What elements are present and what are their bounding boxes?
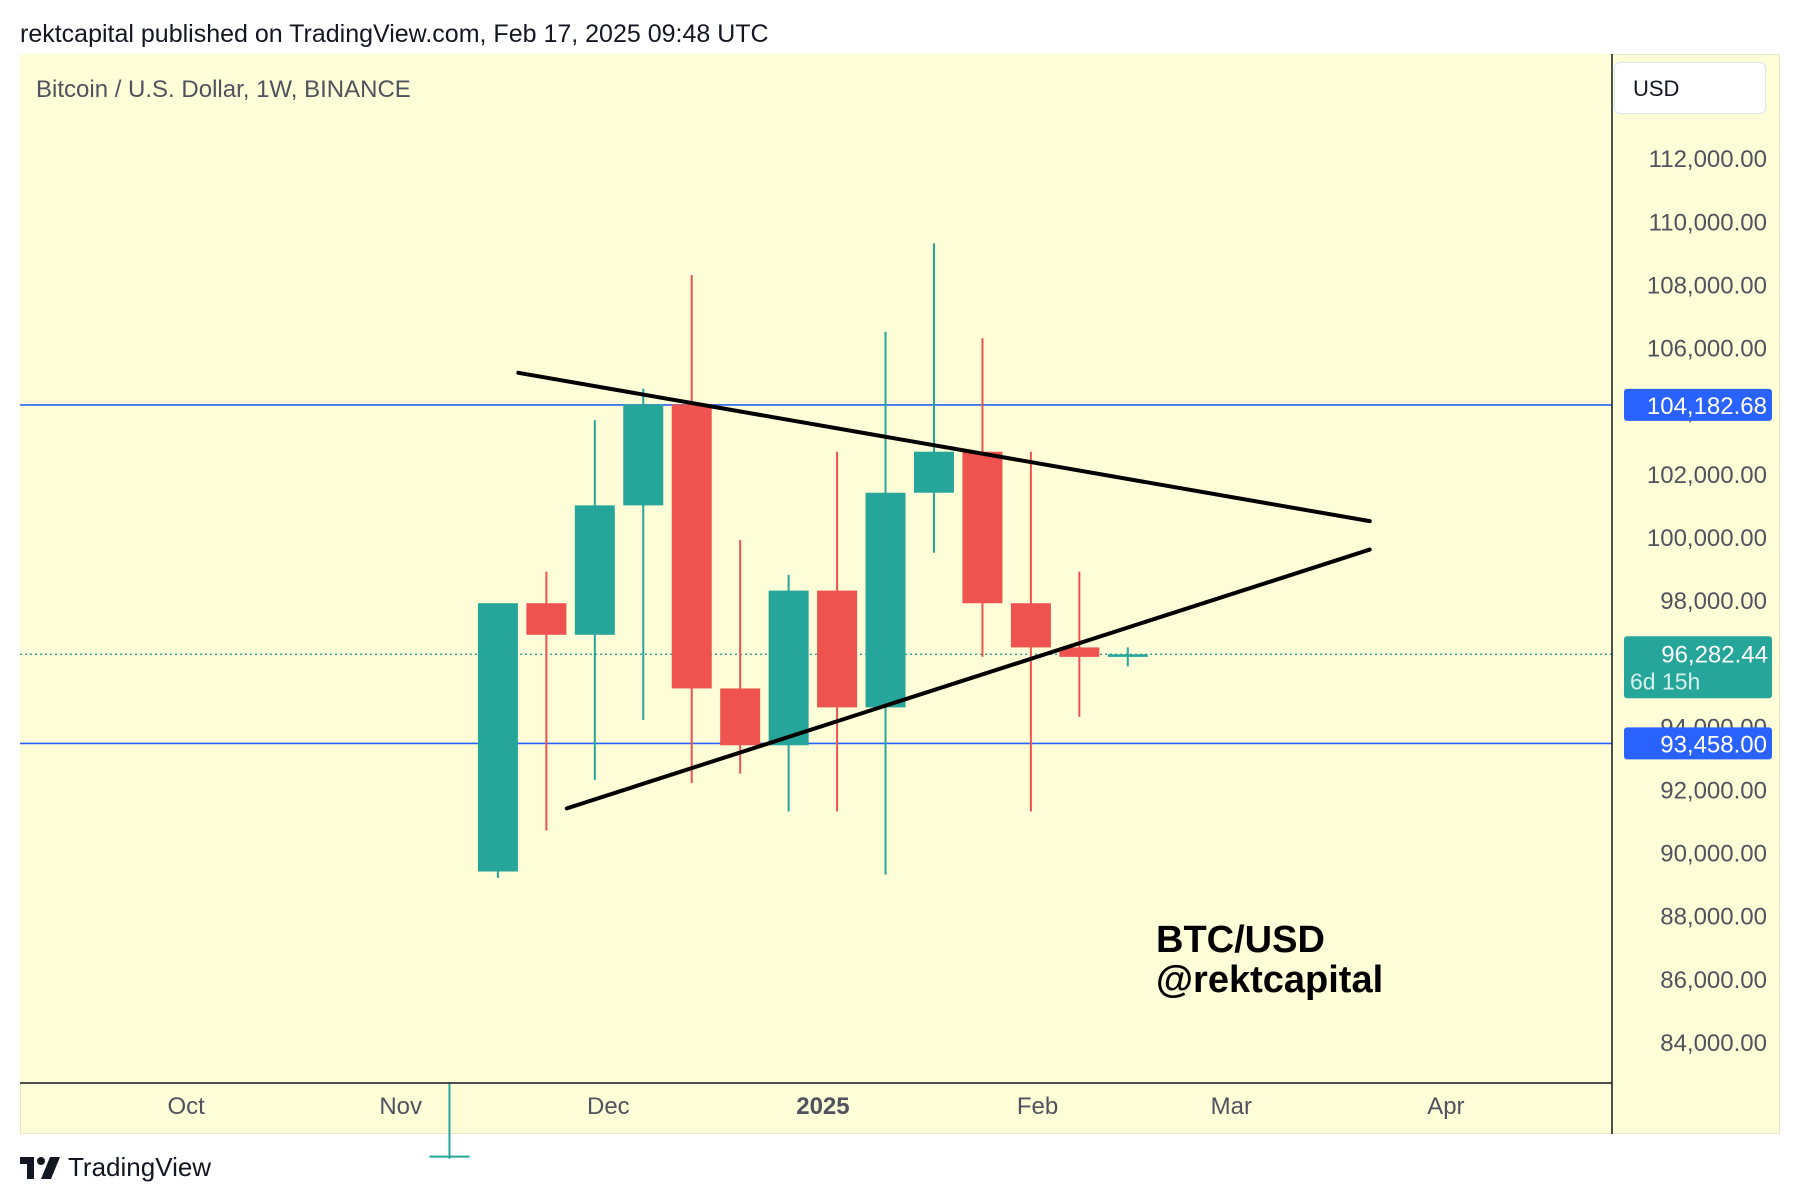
candle-body bbox=[429, 1155, 470, 1158]
candles bbox=[429, 243, 1148, 1159]
y-tick-label: 84,000.00 bbox=[1660, 1030, 1767, 1057]
candle-body bbox=[1010, 603, 1051, 648]
level-badge-label: 93,458.00 bbox=[1660, 731, 1767, 758]
trendlines bbox=[516, 370, 1372, 811]
y-tick-label: 98,000.00 bbox=[1660, 588, 1767, 615]
candle-body bbox=[768, 590, 809, 746]
y-tick-label: 92,000.00 bbox=[1660, 777, 1767, 804]
x-tick-label: Nov bbox=[379, 1093, 422, 1120]
level-lines bbox=[20, 404, 1612, 745]
pane-background bbox=[20, 54, 1612, 1084]
y-tick-label: 108,000.00 bbox=[1647, 272, 1767, 299]
y-tick-label: 86,000.00 bbox=[1660, 967, 1767, 994]
candle-body bbox=[623, 404, 664, 506]
time-axis[interactable]: Oct Nov Dec 2025 Feb Mar Apr bbox=[167, 1093, 1464, 1120]
brand-name: TradingView bbox=[68, 1152, 212, 1182]
level-badge bbox=[1624, 727, 1772, 760]
x-tick-label: Feb bbox=[1017, 1093, 1058, 1120]
y-tick-label: 106,000.00 bbox=[1647, 336, 1767, 363]
x-tick-label: 2025 bbox=[796, 1093, 849, 1120]
candle-body bbox=[913, 451, 954, 493]
x-tick-label: Mar bbox=[1211, 1093, 1252, 1120]
y-tick-label: 102,000.00 bbox=[1647, 462, 1767, 489]
candle-body bbox=[1059, 647, 1100, 657]
trendline-lower bbox=[564, 547, 1372, 811]
watermark-line-1: BTC/USD bbox=[1156, 919, 1325, 961]
last-price-badge bbox=[1624, 636, 1772, 699]
candle-body bbox=[1107, 654, 1148, 657]
y-tick-label: 110,000.00 bbox=[1649, 209, 1767, 236]
x-tick-label: Oct bbox=[167, 1093, 205, 1120]
x-tick-label: Apr bbox=[1427, 1093, 1464, 1120]
candle-body bbox=[574, 505, 615, 635]
tradingview-icon bbox=[20, 1156, 60, 1179]
watermark: BTC/USD @rektcapital bbox=[1156, 920, 1383, 1000]
x-tick-label: Dec bbox=[587, 1093, 630, 1120]
countdown-label: 6d 15h bbox=[1630, 668, 1700, 694]
y-tick-label: 88,000.00 bbox=[1660, 904, 1767, 931]
candle-body bbox=[477, 603, 518, 872]
y-tick-label: 112,000.00 bbox=[1649, 146, 1767, 173]
published-info: rektcapital published on TradingView.com… bbox=[20, 20, 769, 48]
level-badge-label: 104,182.68 bbox=[1647, 393, 1767, 420]
candle-body bbox=[865, 492, 906, 708]
candle-body bbox=[962, 451, 1003, 604]
currency-button[interactable]: USD bbox=[1614, 62, 1766, 114]
trendline-upper bbox=[516, 370, 1372, 524]
last-price-label: 96,282.44 bbox=[1661, 641, 1768, 668]
symbol-title: Bitcoin / U.S. Dollar, 1W, BINANCE bbox=[36, 76, 411, 103]
watermark-line-2: @rektcapital bbox=[1156, 959, 1384, 1001]
level-badge bbox=[1624, 388, 1772, 421]
candle-body bbox=[671, 404, 712, 689]
candle-body bbox=[720, 688, 761, 746]
y-tick-label: 90,000.00 bbox=[1660, 841, 1767, 868]
y-tick-label: 100,000.00 bbox=[1647, 525, 1767, 552]
tradingview-logo[interactable]: TradingView bbox=[20, 1152, 211, 1183]
candle-body bbox=[526, 603, 567, 635]
candle-body bbox=[817, 590, 858, 708]
price-axis[interactable]: 84,000.00 86,000.00 88,000.00 90,000.00 92,0… bbox=[1647, 83, 1767, 1057]
